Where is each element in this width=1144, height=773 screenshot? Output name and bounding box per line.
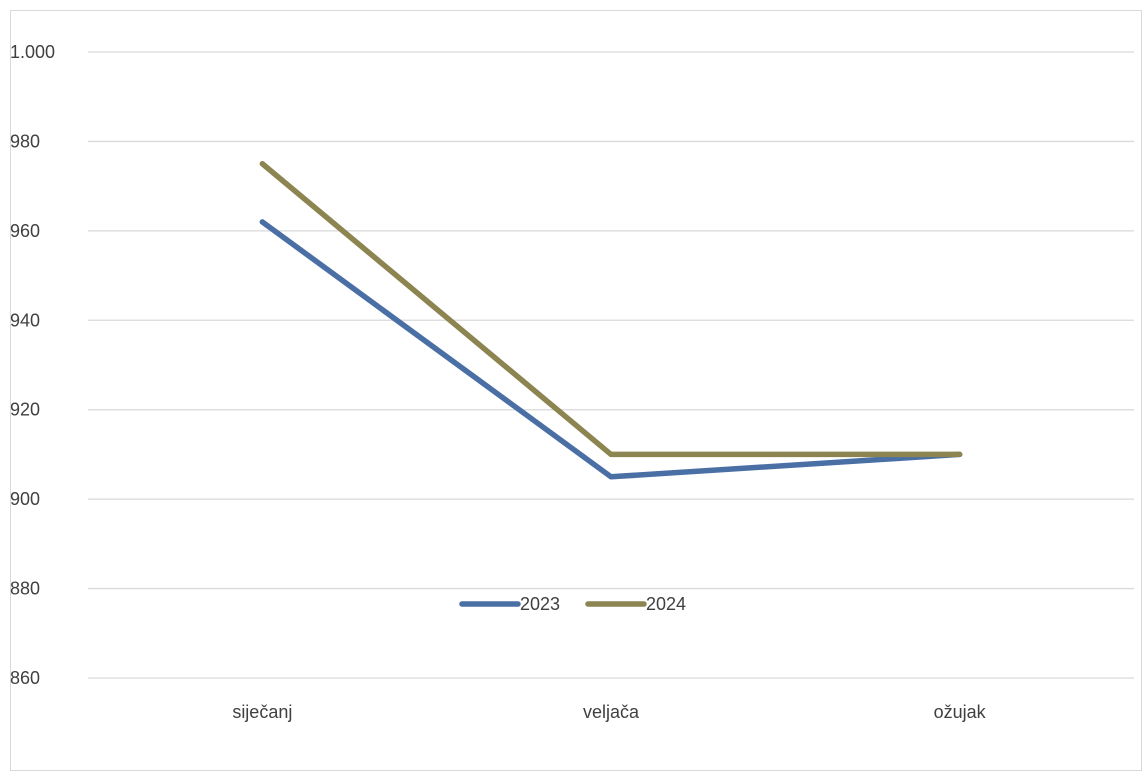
y-tick-label: 940 <box>10 310 40 330</box>
y-tick-label: 1.000 <box>10 42 55 62</box>
data-point-2023 <box>610 476 612 478</box>
series-lines <box>259 161 963 480</box>
data-point-2024 <box>610 453 612 455</box>
y-tick-label: 920 <box>10 400 40 420</box>
x-tick-label: veljača <box>583 702 640 722</box>
y-tick-label: 860 <box>10 668 40 688</box>
data-point-2023 <box>261 221 263 223</box>
data-point-2024 <box>261 163 263 165</box>
gridlines <box>88 51 1134 679</box>
x-tick-label: ožujak <box>934 702 987 722</box>
chart-area <box>10 10 1142 771</box>
legend-label-2023: 2023 <box>520 594 560 614</box>
series-line-2023 <box>259 219 963 480</box>
data-point-2024 <box>959 453 961 455</box>
x-tick-label: siječanj <box>232 702 292 722</box>
y-tick-label: 880 <box>10 579 40 599</box>
legend-label-2024: 2024 <box>646 594 686 614</box>
y-tick-label: 900 <box>10 489 40 509</box>
y-tick-label: 980 <box>10 131 40 151</box>
legend: 2023 2024 <box>459 594 686 614</box>
series-line-2024 <box>259 161 963 458</box>
y-axis-ticks: 860 880 900 920 940 960 980 1.000 <box>10 42 55 688</box>
y-tick-label: 960 <box>10 221 40 241</box>
x-axis-ticks: siječanj veljača ožujak <box>232 702 986 722</box>
